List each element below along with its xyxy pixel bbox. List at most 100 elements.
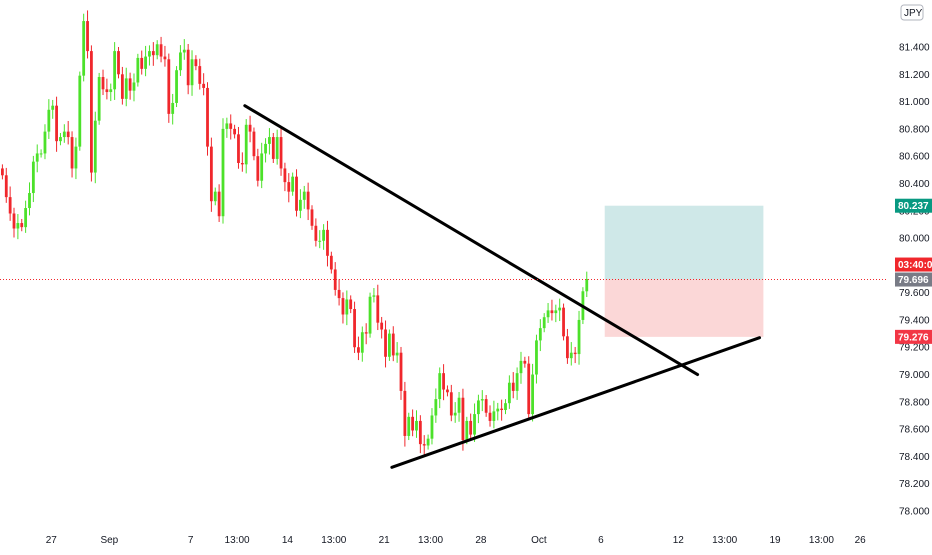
candle-body — [229, 123, 233, 129]
candle-body — [442, 373, 445, 390]
candle-body — [395, 352, 399, 356]
currency-badge: JPY — [900, 4, 924, 21]
target-price-tag-label: 80.237 — [898, 201, 929, 212]
candle-body — [117, 51, 120, 75]
candle-body — [109, 89, 113, 93]
candle-body — [12, 213, 16, 229]
candle-body — [496, 408, 500, 412]
candle-body — [453, 412, 457, 416]
trendlines — [243, 104, 762, 469]
stop-zone[interactable] — [604, 279, 764, 337]
candle-body — [554, 310, 558, 314]
candle-body — [519, 360, 523, 374]
candle-body — [480, 399, 484, 401]
target-zone[interactable] — [604, 205, 764, 280]
price-tick-label: 81.400 — [899, 43, 930, 54]
candle-body — [74, 146, 78, 169]
currency-badge-box[interactable] — [900, 4, 924, 21]
candle-body — [349, 299, 353, 310]
candle-body — [314, 225, 318, 241]
time-tick-label: 21 — [379, 535, 391, 546]
candle-body — [233, 128, 236, 135]
price-tick-label: 80.400 — [899, 179, 930, 190]
candle-body — [8, 197, 12, 214]
time-tick-label: 13:00 — [225, 535, 250, 546]
candle-body — [449, 392, 453, 416]
candle-body — [384, 329, 387, 357]
time-tick-label: 14 — [282, 535, 294, 546]
candle-body — [163, 56, 167, 60]
price-tick-label: 79.400 — [899, 315, 930, 326]
candle-body — [16, 223, 20, 229]
descending-trendline[interactable] — [243, 104, 700, 377]
time-tick-label: 13:00 — [418, 535, 443, 546]
candle-body — [473, 414, 476, 435]
candle-body — [182, 49, 186, 53]
candle-body — [28, 193, 31, 209]
currency-badge-label: JPY — [904, 8, 923, 19]
time-tick-label: 13:00 — [321, 535, 346, 546]
time-tick-label: 19 — [769, 535, 781, 546]
candle-body — [260, 153, 264, 181]
candle-body — [372, 295, 376, 297]
candle-body — [237, 134, 240, 163]
candle-body — [507, 382, 511, 404]
candle-body — [209, 146, 213, 202]
candle-body — [128, 78, 132, 91]
entry-price-tag — [895, 272, 932, 287]
candle-body — [279, 137, 283, 169]
candle-body — [55, 105, 58, 142]
candle-body — [403, 390, 407, 436]
ascending-trendline[interactable] — [390, 336, 762, 469]
candle-body — [469, 420, 473, 435]
candle-body — [337, 289, 341, 299]
candle-body — [206, 87, 209, 147]
countdown-tag — [895, 257, 932, 272]
candle-body — [159, 44, 163, 57]
candle-body — [213, 191, 217, 202]
candle-body — [418, 420, 422, 445]
price-tick-label: 79.200 — [899, 343, 930, 354]
time-tick-label: 28 — [475, 535, 487, 546]
candle-body — [461, 397, 465, 441]
candle-body — [345, 299, 349, 315]
candle-body — [446, 389, 449, 393]
candle-body — [101, 77, 105, 90]
candle-body — [306, 191, 310, 210]
candle-body — [186, 49, 190, 86]
time-tick-label: Sep — [100, 535, 118, 546]
candle-body — [430, 415, 434, 439]
candle-body — [113, 51, 117, 90]
candle-body — [511, 382, 515, 391]
candle-body — [329, 255, 333, 270]
candle-body — [136, 57, 140, 83]
candle-body — [4, 175, 8, 198]
candle-body — [364, 332, 368, 334]
countdown-tag-label: 03:40:03 — [898, 260, 932, 271]
candle-body — [562, 307, 565, 337]
price-tick-label: 78.400 — [899, 452, 930, 463]
candle-body — [573, 352, 577, 355]
candle-body — [558, 307, 562, 311]
candle-body — [179, 52, 182, 71]
candle-body — [415, 420, 418, 431]
candle-body — [283, 168, 287, 183]
candle-body — [368, 296, 372, 334]
candle-body — [20, 223, 24, 228]
candle-body — [477, 400, 480, 415]
candle-body — [566, 336, 569, 359]
candle-body — [569, 352, 573, 359]
candle-body — [1, 168, 4, 176]
candle-body — [538, 328, 542, 341]
candle-body — [62, 131, 66, 138]
candle-body — [140, 57, 144, 69]
price-tick-label: 80.000 — [899, 234, 930, 245]
price-tags: 80.237 03:40:03 79.696 79.276 — [895, 198, 932, 344]
candle-body — [225, 123, 229, 129]
candle-body — [399, 352, 403, 391]
candle-body — [426, 438, 430, 446]
time-tick-label: 7 — [188, 535, 194, 546]
candle-body — [322, 229, 326, 241]
